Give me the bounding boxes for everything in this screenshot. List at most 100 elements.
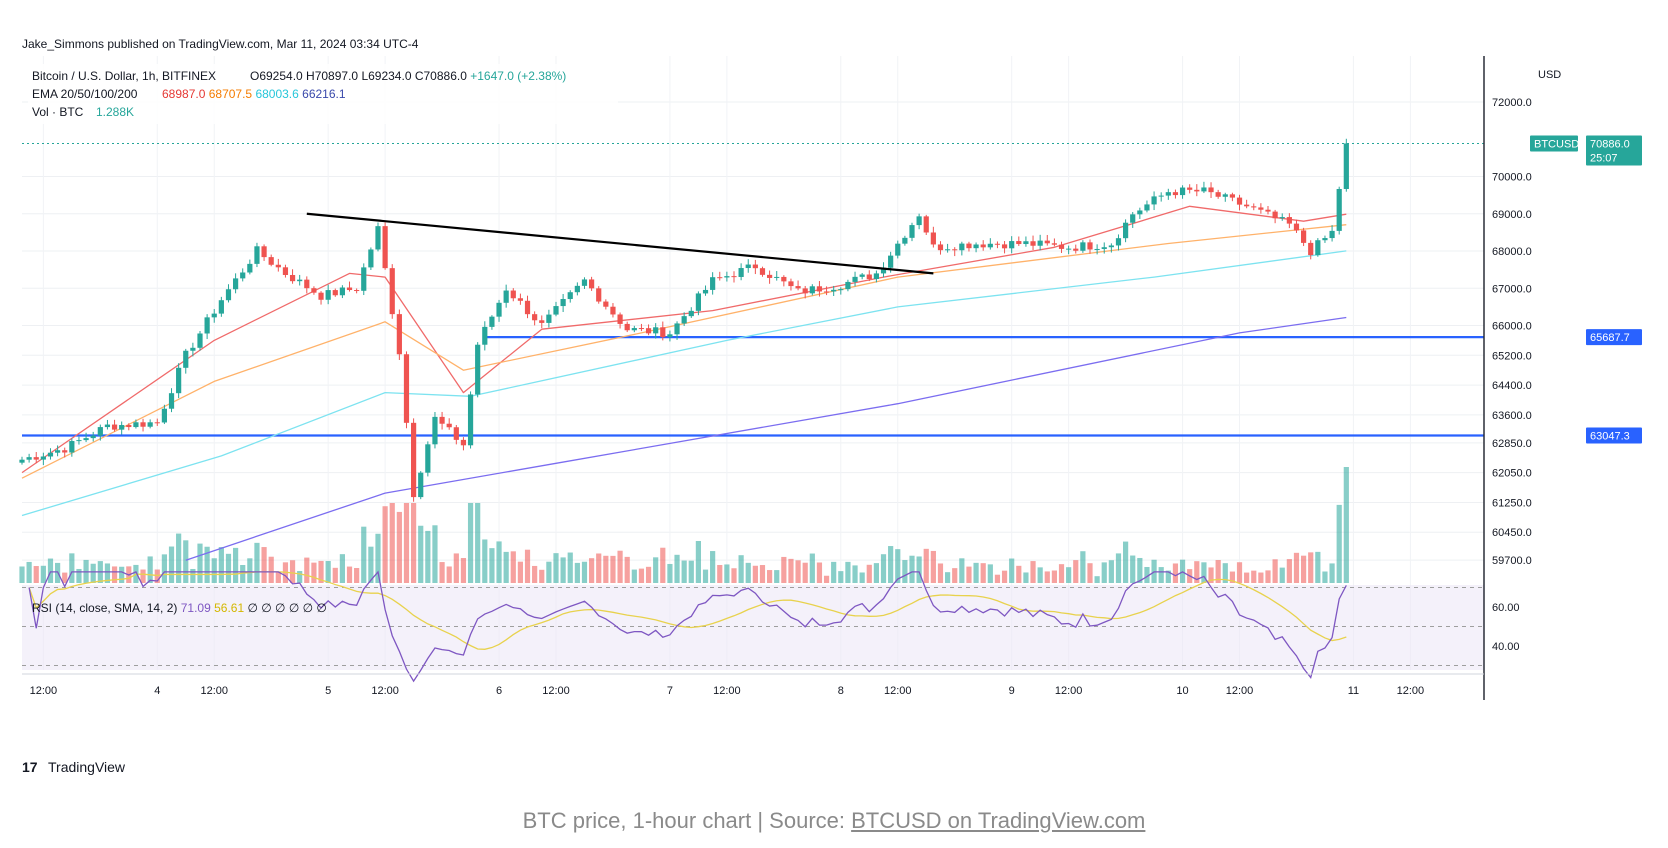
- volume-bar: [1130, 555, 1136, 583]
- candle-body: [254, 246, 260, 264]
- time-tick-label: 12:00: [1226, 685, 1254, 697]
- candle-body: [375, 226, 381, 250]
- volume-bar: [1201, 562, 1207, 583]
- volume-bar: [638, 568, 645, 583]
- candle-body: [831, 289, 837, 292]
- candle-body: [524, 300, 531, 315]
- volume-bar: [560, 557, 566, 583]
- volume-bar: [140, 569, 146, 583]
- candle-body: [717, 277, 723, 279]
- volume-bar: [788, 558, 794, 583]
- volume-bar: [1208, 567, 1214, 583]
- candle-body: [1115, 238, 1122, 246]
- candle-body: [425, 444, 431, 473]
- candle-body: [1087, 242, 1093, 250]
- volume-bar: [966, 566, 972, 583]
- candle-body: [1137, 210, 1143, 215]
- volume-bar: [823, 575, 830, 583]
- volume-bar: [909, 555, 915, 583]
- candle-body: [218, 300, 224, 314]
- candle-body: [19, 459, 25, 463]
- vol-label: Vol · BTC: [32, 105, 84, 119]
- volume-bar: [439, 562, 445, 583]
- volume-bar: [1101, 562, 1107, 583]
- candle-body: [759, 268, 766, 275]
- candle-body: [1236, 197, 1243, 205]
- volume-bar: [838, 571, 844, 583]
- ema-lines: [21, 205, 1347, 561]
- caption-source-link[interactable]: BTCUSD on TradingView.com: [851, 808, 1146, 833]
- candle-body: [318, 292, 324, 300]
- ohlc-values: O69254.0 H70897.0 L69234.0 C70886.0 +164…: [250, 69, 566, 83]
- candle-body: [204, 317, 210, 334]
- volume-bar: [396, 511, 402, 583]
- time-tick-label: 12:00: [542, 685, 570, 697]
- volume-bar: [1322, 571, 1328, 583]
- volume-bar: [26, 561, 32, 583]
- symbol-badge-text: BTCUSD: [1534, 138, 1579, 150]
- volume-bar: [553, 553, 559, 583]
- candle-body: [1151, 196, 1157, 205]
- candle-body: [567, 292, 573, 300]
- candle-body: [496, 302, 502, 317]
- volume-bar: [69, 553, 75, 583]
- volume-bar: [1279, 567, 1285, 583]
- volume-bar: [653, 557, 659, 583]
- candle-body: [1215, 192, 1221, 197]
- volume-bar: [339, 554, 345, 583]
- volume-bar: [1229, 571, 1235, 583]
- candle-body: [816, 286, 823, 292]
- candle-body: [802, 288, 808, 294]
- candle-body: [845, 281, 851, 290]
- candle-body: [411, 422, 417, 498]
- volume-bar: [161, 554, 167, 583]
- volume-bar: [489, 548, 495, 583]
- candle-body: [532, 314, 538, 321]
- candle-body: [966, 243, 972, 249]
- candle-body: [1080, 242, 1086, 251]
- support-levels: [22, 336, 1484, 437]
- figure-caption: BTC price, 1-hour chart | Source: BTCUSD…: [0, 808, 1668, 834]
- candle-body: [838, 289, 844, 291]
- candle-body: [161, 408, 167, 423]
- candle-body: [69, 441, 75, 453]
- volume-bar: [311, 562, 317, 583]
- candle-body: [681, 316, 687, 324]
- volume-bar: [674, 554, 680, 583]
- time-tick-label: 4: [154, 685, 160, 697]
- candle-body: [111, 424, 118, 430]
- volume-bar: [147, 556, 153, 583]
- volume-bar: [168, 546, 175, 583]
- volume-bar: [930, 550, 936, 583]
- volume-bar: [183, 540, 189, 583]
- volume-bar: [660, 547, 666, 583]
- volume-bar: [1236, 562, 1243, 583]
- volume-bar: [1037, 567, 1043, 583]
- candle-body: [888, 255, 894, 268]
- candle-body: [546, 314, 552, 323]
- volume-bar: [1009, 558, 1015, 583]
- candle-body: [489, 316, 495, 327]
- candle-body: [26, 457, 32, 460]
- volume-bar: [254, 542, 260, 583]
- candle-body: [1279, 217, 1285, 219]
- volume-bar: [831, 561, 837, 583]
- candle-body: [368, 249, 374, 268]
- candle-body: [289, 274, 296, 282]
- volume-bar: [40, 565, 46, 583]
- volume-bar: [1194, 561, 1200, 583]
- candle-body: [467, 394, 474, 446]
- candle-body: [268, 257, 274, 265]
- candle-body: [1094, 248, 1100, 250]
- volume-bar: [645, 566, 652, 583]
- candle-body: [1108, 245, 1114, 248]
- candle-body: [1158, 195, 1164, 197]
- candle-body: [453, 427, 459, 440]
- volume-bar: [211, 558, 217, 583]
- ema-line-100: [21, 250, 1347, 517]
- candle-body: [396, 314, 402, 355]
- candle-body: [823, 291, 830, 293]
- volume-bar: [318, 560, 324, 583]
- candle-body: [1030, 241, 1036, 246]
- tv-brand-name: TradingView: [48, 759, 126, 775]
